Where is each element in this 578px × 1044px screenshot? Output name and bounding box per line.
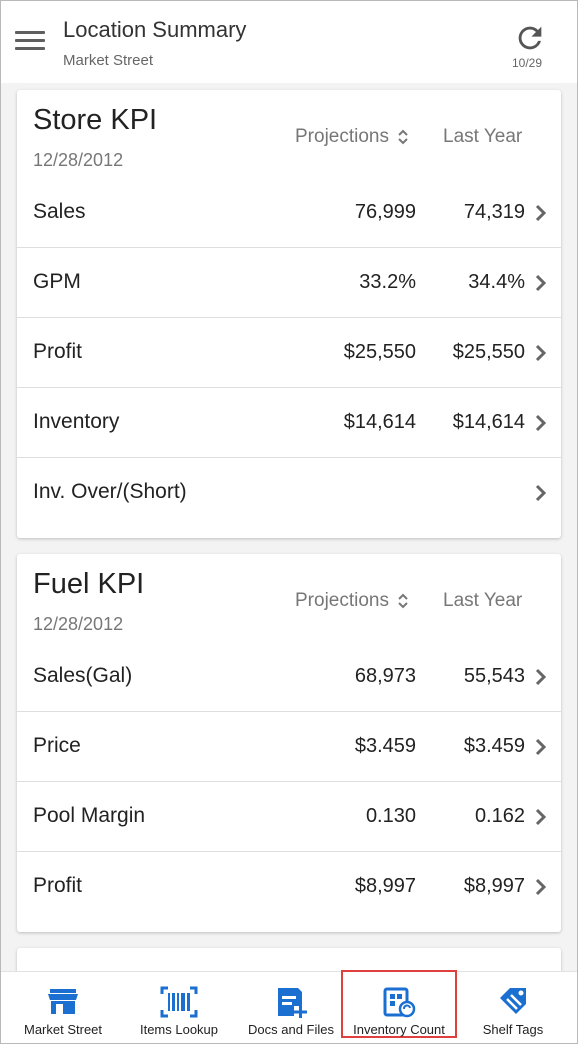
row-last-year: 0.162 [474,805,525,827]
next-card [17,948,561,971]
row-label: Profit [33,340,83,363]
chevron-right-icon [535,204,547,222]
nav-items-lookup[interactable]: Items Lookup [125,972,233,1044]
card-date: 12/28/2012 [33,614,124,634]
row-last-year: $3.459 [463,735,525,757]
chevron-right-icon [535,344,547,362]
kpi-row-sales[interactable]: Sales 76,999 74,319 [17,178,561,248]
nav-shelf-tags[interactable]: Shelf Tags [459,972,567,1044]
sort-icon [398,129,408,145]
bottom-nav: Market Street Items Lookup Docs and File… [1,970,577,1044]
row-projection: $3.459 [354,735,416,757]
nav-label: Market Street [23,1022,103,1037]
menu-button[interactable] [15,31,45,53]
store-icon [48,989,78,1014]
row-label: GPM [33,270,81,293]
row-label: Profit [33,874,83,897]
card-title: Fuel KPI [33,568,145,600]
inventory-count-icon [383,987,416,1018]
nav-label: Inventory Count [353,1022,445,1037]
store-kpi-card: Store KPI 12/28/2012 Projections Last Ye… [17,90,561,538]
doc-add-icon [278,988,307,1018]
fuel-kpi-card: Fuel KPI 12/28/2012 Projections Last Yea… [17,554,561,932]
page-subtitle: Market Street [63,52,154,69]
row-label: Sales [33,200,86,223]
nav-label: Items Lookup [139,1022,219,1037]
kpi-row-inv-over-short[interactable]: Inv. Over/(Short) [17,458,561,528]
chevron-right-icon [535,274,547,292]
nav-label: Docs and Files [248,1022,334,1037]
kpi-row-gpm[interactable]: GPM 33.2% 34.4% [17,248,561,318]
tag-icon [500,988,526,1014]
kpi-row-inventory[interactable]: Inventory $14,614 $14,614 [17,388,561,458]
menu-icon-bar [15,31,45,34]
content-scroll[interactable]: Store KPI 12/28/2012 Projections Last Ye… [1,83,577,971]
kpi-row-sales-gal[interactable]: Sales(Gal) 68,973 55,543 [17,642,561,712]
projections-label: Projections [295,590,389,611]
nav-inventory-count[interactable]: Inventory Count [341,970,457,1038]
chevron-right-icon [535,808,547,826]
row-projection: 33.2% [359,271,416,293]
last-year-header: Last Year [443,590,523,611]
page-title: Location Summary [63,17,247,42]
nav-label: Shelf Tags [482,1022,544,1037]
row-projection: 0.130 [365,805,416,827]
menu-icon-bar [15,39,45,42]
row-projection: $25,550 [343,341,416,363]
row-last-year: 34.4% [468,271,525,293]
row-projection: 76,999 [354,201,416,223]
row-projection: $14,614 [343,411,416,433]
refresh-count: 10/29 [512,56,543,70]
row-last-year: 74,319 [463,201,525,223]
row-label: Price [33,734,81,757]
nav-docs-and-files[interactable]: Docs and Files [237,972,345,1044]
chevron-right-icon [535,484,547,502]
last-year-header: Last Year [443,126,523,147]
app-header: Location Summary Market Street 10/29 [1,1,577,83]
row-label: Sales(Gal) [33,664,133,687]
row-projection: 68,973 [354,665,416,687]
kpi-row-price[interactable]: Price $3.459 $3.459 [17,712,561,782]
kpi-row-pool-margin[interactable]: Pool Margin 0.130 0.162 [17,782,561,852]
barcode-icon [160,986,198,1018]
row-label: Pool Margin [33,804,146,827]
row-last-year: $8,997 [463,875,525,897]
chevron-right-icon [535,414,547,432]
row-last-year: $14,614 [452,411,525,433]
kpi-row-fuel-profit[interactable]: Profit $8,997 $8,997 [17,852,561,922]
row-last-year: 55,543 [463,665,525,687]
sort-icon [398,593,408,609]
projections-sort-header[interactable]: Projections [295,590,409,612]
refresh-icon[interactable] [513,21,547,55]
nav-market-street[interactable]: Market Street [9,972,117,1044]
chevron-right-icon [535,878,547,896]
row-label: Inv. Over/(Short) [33,480,187,503]
chevron-right-icon [535,668,547,686]
card-date: 12/28/2012 [33,150,124,170]
row-projection: $8,997 [354,875,416,897]
card-title: Store KPI [33,104,158,136]
kpi-row-profit[interactable]: Profit $25,550 $25,550 [17,318,561,388]
projections-label: Projections [295,126,389,147]
projections-sort-header[interactable]: Projections [295,126,409,148]
menu-icon-bar [15,47,45,50]
chevron-right-icon [535,738,547,756]
row-last-year: $25,550 [452,341,525,363]
row-label: Inventory [33,410,120,433]
